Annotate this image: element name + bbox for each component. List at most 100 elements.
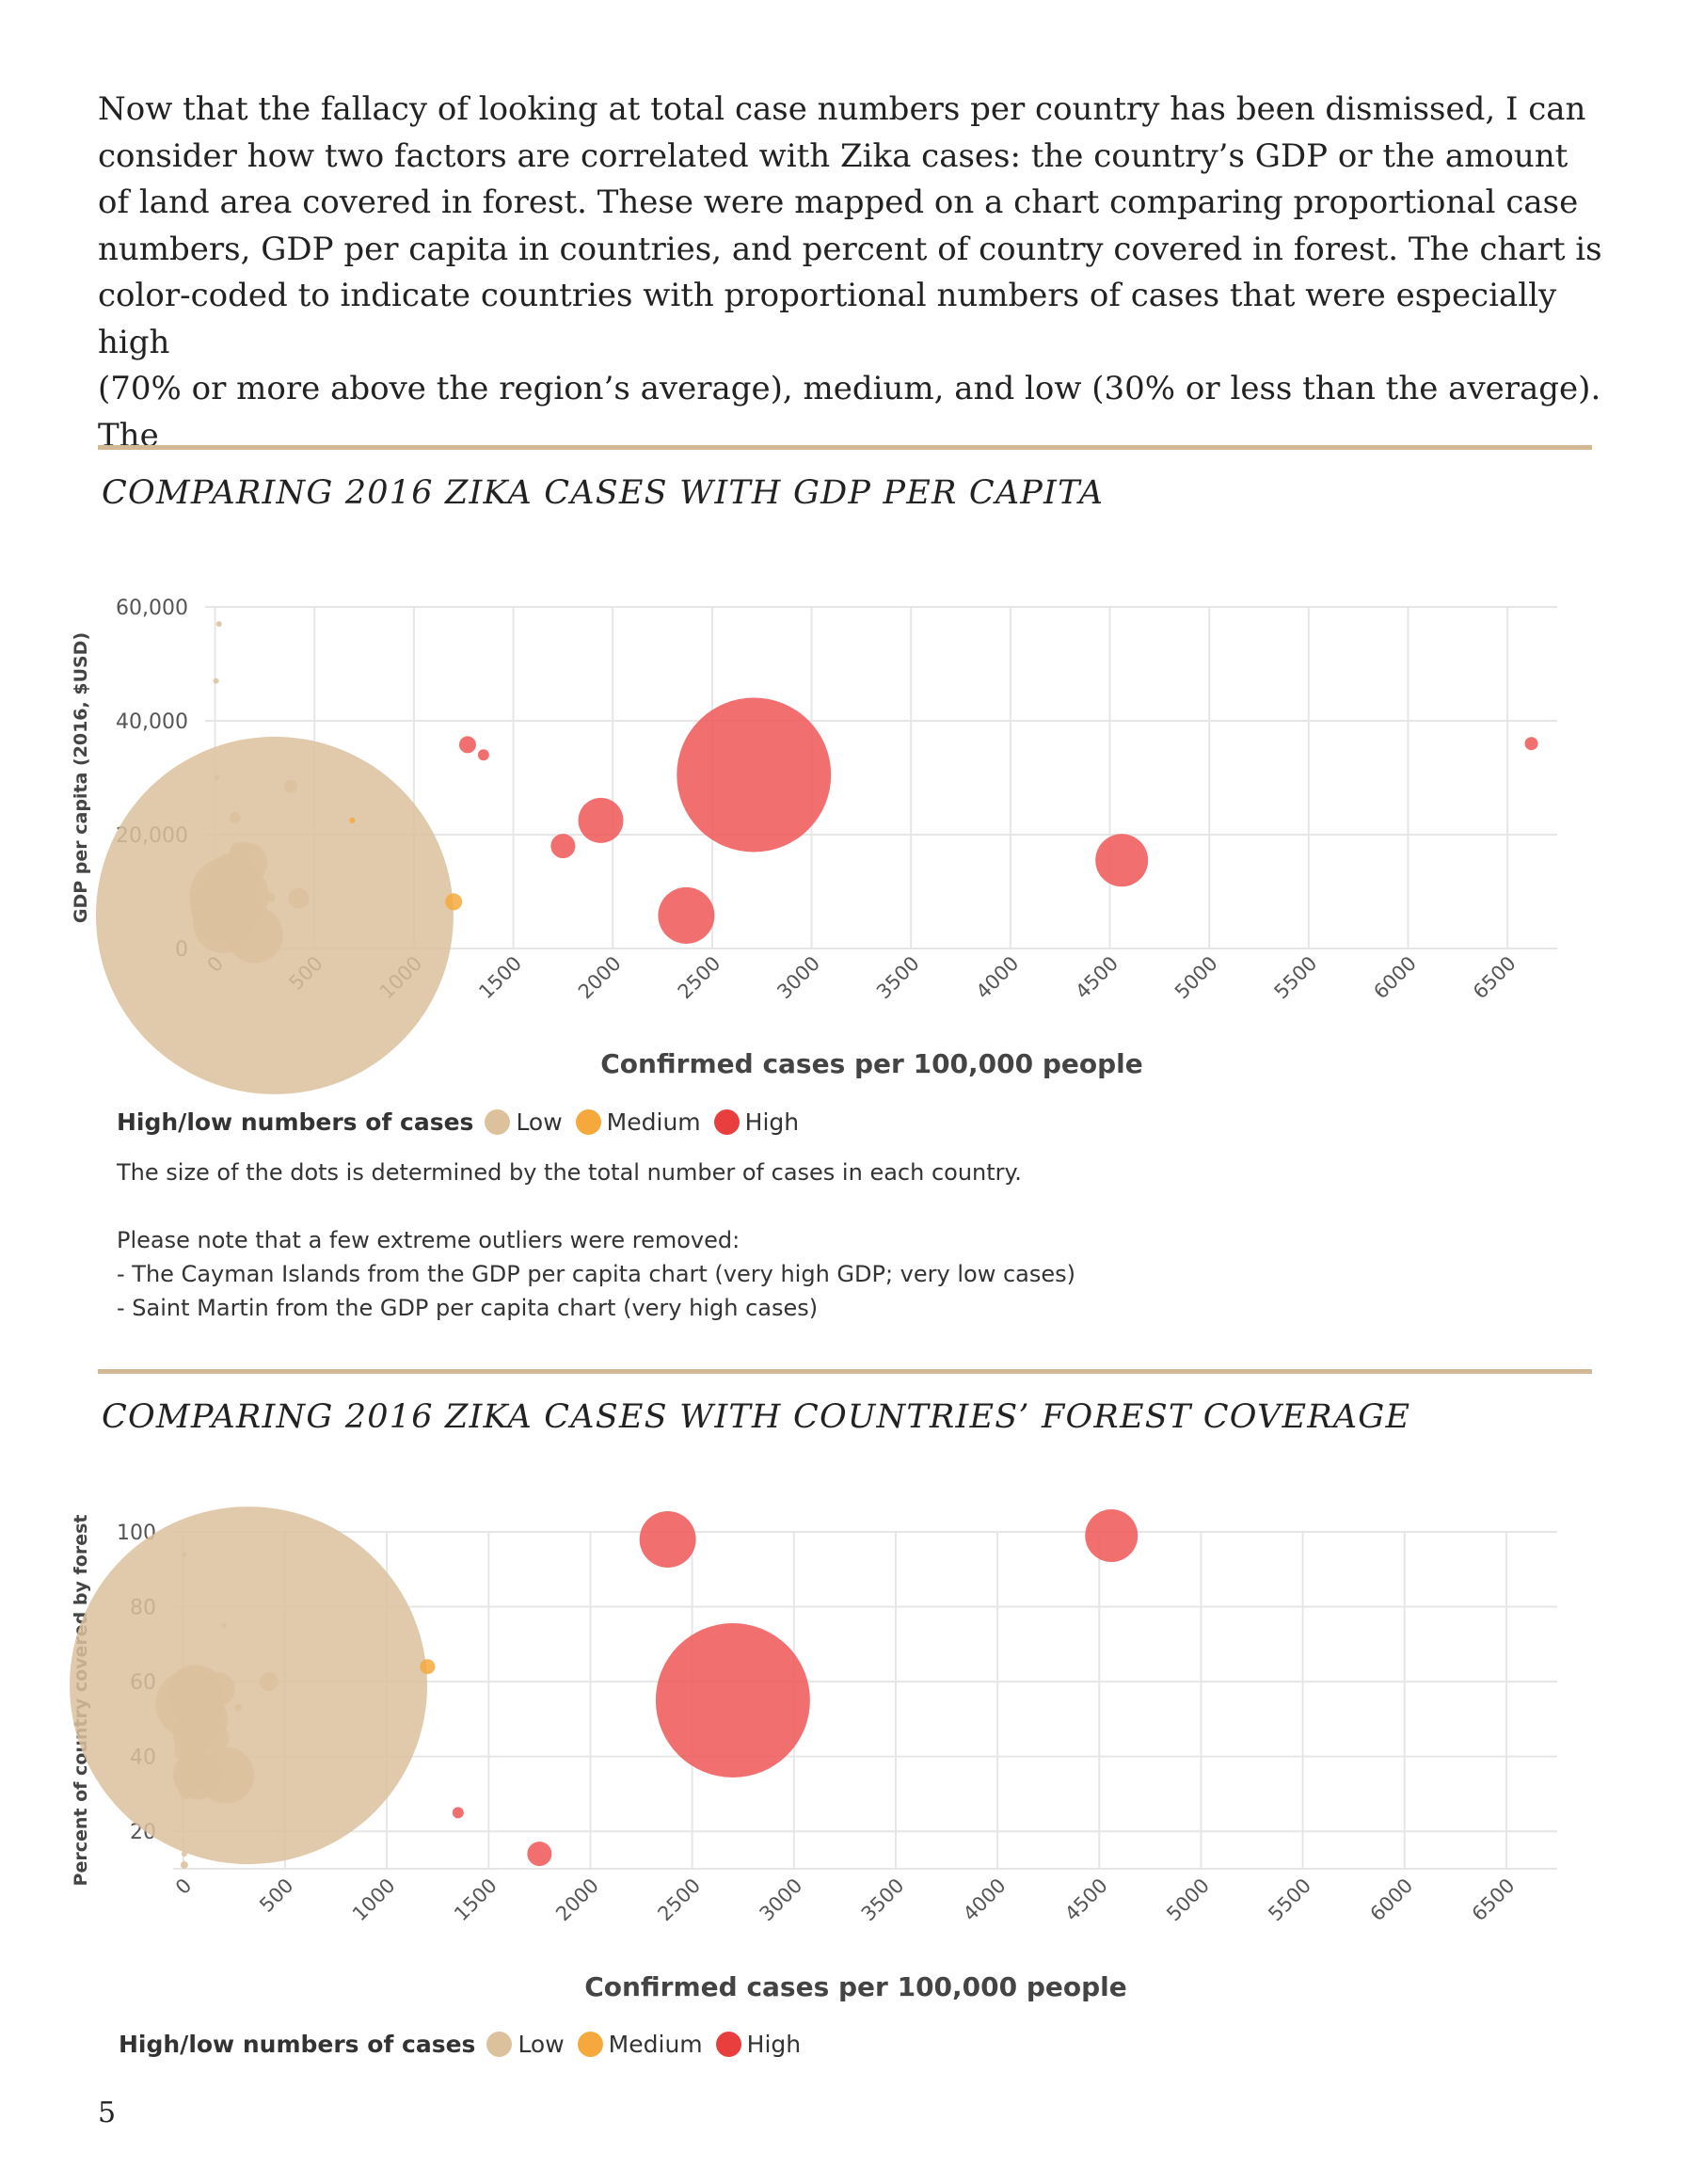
data-point-low <box>198 1746 255 1804</box>
legend-title: High/low numbers of cases <box>117 1108 474 1136</box>
legend-label-high: High <box>746 2031 802 2058</box>
data-point-medium <box>420 1659 436 1675</box>
x-tick-label: 5000 <box>1162 1874 1214 1926</box>
legend-swatch-medium <box>577 2032 603 2057</box>
chart2-legend: High/low numbers of cases Low Medium Hig… <box>119 2031 814 2058</box>
x-tick-label: 1000 <box>348 1874 400 1926</box>
legend-swatch-medium <box>575 1109 601 1135</box>
legend-item-low: Low <box>486 2031 565 2058</box>
data-point-medium <box>349 817 356 823</box>
x-tick-label: 4500 <box>1060 1874 1112 1926</box>
x-tick-label: 6500 <box>1469 952 1521 1004</box>
data-point-high <box>1524 737 1538 751</box>
legend-swatch-high <box>713 1109 740 1135</box>
x-tick-label: 0 <box>171 1874 196 1899</box>
data-point-high <box>658 886 715 944</box>
data-point-low <box>180 1861 188 1870</box>
data-point-low <box>226 906 283 964</box>
data-point-low <box>229 842 248 862</box>
forest-scatter-chart: 2040608010005001000150020002500300035004… <box>70 1506 1557 2002</box>
data-point-low <box>229 811 241 823</box>
outlier-note-1: - The Cayman Islands from the GDP per ca… <box>117 1261 1075 1287</box>
chart2-title: COMPARING 2016 ZIKA CASES WITH COUNTRIES… <box>102 1398 1411 1436</box>
x-tick-label: 2500 <box>653 1874 705 1926</box>
data-point-low <box>221 1622 228 1629</box>
data-point-medium <box>445 893 463 911</box>
outlier-note-2: - Saint Martin from the GDP per capita c… <box>117 1295 819 1321</box>
legend-swatch-low <box>486 2032 513 2057</box>
legend-label-low: Low <box>516 1108 563 1136</box>
data-point-low <box>215 621 222 628</box>
legend-label-high: High <box>744 1108 800 1136</box>
gdp-scatter-chart: 020,00040,00060,000050010001500200025003… <box>71 597 1557 1094</box>
data-point-low <box>259 1672 279 1692</box>
x-tick-label: 3000 <box>772 952 824 1004</box>
data-point-low <box>213 678 219 684</box>
section-divider-2 <box>98 1369 1592 1374</box>
data-point-high <box>655 1623 810 1777</box>
legend-title: High/low numbers of cases <box>119 2031 476 2058</box>
data-point-high <box>477 749 489 761</box>
x-tick-label: 5500 <box>1264 1874 1315 1926</box>
data-point-high <box>527 1841 552 1867</box>
x-tick-label: 5500 <box>1270 952 1322 1004</box>
data-point-high <box>452 1807 464 1819</box>
data-point-low <box>288 887 310 909</box>
legend-item-low: Low <box>485 1108 563 1136</box>
data-point-high <box>639 1510 696 1568</box>
x-tick-label: 2000 <box>551 1874 603 1926</box>
x-tick-label: 1500 <box>474 952 526 1004</box>
x-axis-title: Confirmed cases per 100,000 people <box>584 1971 1127 2002</box>
x-tick-label: 1500 <box>450 1874 502 1926</box>
legend-swatch-high <box>715 2032 741 2057</box>
legend-item-medium: Medium <box>577 2031 703 2058</box>
chart1-title: COMPARING 2016 ZIKA CASES WITH GDP PER C… <box>102 474 1105 512</box>
legend-label-medium: Medium <box>608 2031 703 2058</box>
x-tick-label: 4500 <box>1071 952 1123 1004</box>
data-point-low <box>181 1551 187 1557</box>
x-tick-label: 500 <box>255 1874 297 1917</box>
intro-paragraph: Now that the fallacy of looking at total… <box>98 90 1602 454</box>
data-point-high <box>1085 1508 1139 1562</box>
legend-item-high: High <box>715 2031 802 2058</box>
x-tick-label: 2000 <box>574 952 626 1004</box>
x-tick-label: 6000 <box>1366 1874 1418 1926</box>
x-axis-title: Confirmed cases per 100,000 people <box>600 1048 1143 1079</box>
data-point-low <box>174 1765 201 1793</box>
x-tick-label: 6500 <box>1468 1874 1520 1926</box>
data-point-low <box>70 1506 428 1865</box>
data-point-high <box>550 834 576 859</box>
legend-item-high: High <box>713 1108 800 1136</box>
data-point-low <box>265 892 276 902</box>
data-point-high <box>677 697 832 853</box>
legend-label-medium: Medium <box>606 1108 701 1136</box>
data-point-high <box>578 797 624 843</box>
y-tick-label: 60,000 <box>116 597 188 620</box>
x-tick-label: 6000 <box>1369 952 1421 1004</box>
x-tick-label: 4000 <box>972 952 1024 1004</box>
x-tick-label: 3000 <box>756 1874 807 1926</box>
data-point-high <box>1095 834 1149 887</box>
x-tick-label: 4000 <box>959 1874 1011 1926</box>
data-point-low <box>200 1672 235 1707</box>
size-note: The size of the dots is determined by th… <box>117 1159 1022 1186</box>
data-point-low <box>199 1722 230 1753</box>
data-point-low <box>234 1703 243 1712</box>
chart1-notes: The size of the dots is determined by th… <box>117 1156 1075 1325</box>
chart1-legend: High/low numbers of cases Low Medium Hig… <box>117 1108 812 1136</box>
legend-swatch-low <box>485 1109 511 1135</box>
x-tick-label: 3500 <box>872 952 924 1004</box>
y-tick-label: 40,000 <box>116 710 188 734</box>
data-point-low <box>181 1851 187 1857</box>
legend-item-medium: Medium <box>575 1108 701 1136</box>
page-number: 5 <box>98 2096 117 2129</box>
y-axis-title: GDP per capita (2016, $USD) <box>71 632 91 923</box>
data-point-low <box>283 779 297 793</box>
x-tick-label: 2500 <box>674 952 725 1004</box>
legend-label-low: Low <box>518 2031 565 2058</box>
data-point-low <box>214 774 220 781</box>
section-divider-1 <box>98 445 1592 450</box>
x-tick-label: 5000 <box>1170 952 1222 1004</box>
outlier-note-intro: Please note that a few extreme outliers … <box>117 1227 740 1253</box>
data-point-high <box>458 736 476 754</box>
